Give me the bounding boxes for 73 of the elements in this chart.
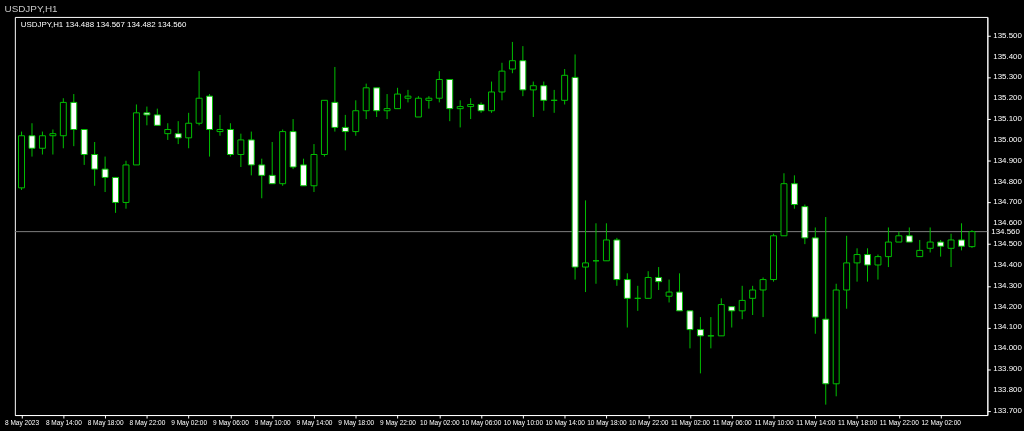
candlestick bbox=[947, 233, 955, 268]
candlestick bbox=[686, 310, 694, 349]
candlestick bbox=[38, 131, 46, 156]
candlestick bbox=[623, 272, 631, 329]
candlestick bbox=[101, 156, 109, 193]
candlestick bbox=[425, 95, 433, 110]
candlestick bbox=[362, 83, 370, 120]
candlestick bbox=[790, 174, 798, 210]
y-tick-label: 134.600 bbox=[993, 218, 1023, 228]
candlestick bbox=[926, 226, 934, 253]
candlestick bbox=[864, 247, 871, 283]
y-tick-label: 135.400 bbox=[993, 51, 1023, 61]
candlestick bbox=[185, 112, 193, 149]
candlestick bbox=[456, 99, 464, 128]
candlestick bbox=[665, 279, 673, 303]
y-tick-label: 134.300 bbox=[993, 280, 1023, 290]
candlestick bbox=[696, 316, 704, 374]
y-tick-label: 134.500 bbox=[993, 239, 1023, 249]
candlestick bbox=[237, 133, 245, 168]
candlestick bbox=[853, 247, 861, 283]
candlestick bbox=[728, 306, 736, 329]
y-tick-label: 135.200 bbox=[993, 93, 1023, 103]
y-tick-label: 133.900 bbox=[993, 364, 1023, 374]
candlestick bbox=[216, 114, 224, 137]
y-tick-label: 133.800 bbox=[993, 385, 1023, 395]
candlestick bbox=[676, 272, 683, 312]
candlestick bbox=[373, 87, 381, 118]
candlestick bbox=[540, 81, 548, 112]
candlestick bbox=[582, 199, 589, 293]
y-tick-label: 135.100 bbox=[993, 114, 1023, 124]
candlestick bbox=[529, 81, 537, 118]
y-tick-label: 134.700 bbox=[993, 197, 1023, 207]
candlestick bbox=[258, 158, 266, 199]
candlestick bbox=[488, 81, 495, 114]
y-tick-label: 134.200 bbox=[993, 301, 1023, 311]
candlestick bbox=[341, 114, 349, 151]
candlestick bbox=[28, 122, 36, 158]
candlestick bbox=[174, 120, 182, 145]
candlestick bbox=[414, 95, 422, 118]
candlestick bbox=[508, 41, 516, 74]
candlestick bbox=[884, 226, 892, 268]
candlestick bbox=[91, 141, 99, 187]
candlestick bbox=[759, 276, 767, 318]
candlestick bbox=[300, 158, 308, 187]
candlestick bbox=[404, 89, 412, 103]
candlestick bbox=[749, 285, 757, 316]
y-tick-label: 134.000 bbox=[993, 343, 1023, 353]
candlestick bbox=[467, 97, 475, 120]
candlestick bbox=[644, 270, 652, 299]
chart-title: USDJPY,H1 bbox=[4, 2, 59, 14]
candlestick bbox=[383, 93, 391, 120]
candlestick bbox=[602, 222, 610, 262]
y-tick-label: 134.800 bbox=[993, 176, 1023, 186]
y-tick-label: 135.500 bbox=[993, 30, 1023, 40]
candlestick bbox=[143, 106, 151, 126]
candlestick bbox=[738, 285, 746, 320]
candlestick bbox=[394, 87, 402, 110]
y-tick-label: 134.400 bbox=[993, 259, 1023, 269]
annotation: USDJPY,H1 134.488 134.567 134.482 134.560 bbox=[20, 19, 187, 29]
y-tick-label: 135.000 bbox=[993, 134, 1023, 144]
candlestick bbox=[958, 222, 965, 251]
candlestick bbox=[352, 99, 360, 137]
y-tick-label: 134.900 bbox=[993, 155, 1023, 165]
y-tick-label: 133.700 bbox=[993, 405, 1023, 415]
ref-line-label: 134.560 bbox=[991, 226, 1021, 236]
candlestick bbox=[268, 141, 276, 185]
candlestick bbox=[498, 62, 506, 101]
candlestick bbox=[874, 254, 882, 281]
candlestick bbox=[655, 266, 663, 291]
candlestick bbox=[435, 70, 443, 103]
candlestick bbox=[49, 128, 57, 156]
y-tick-label: 134.100 bbox=[993, 322, 1023, 332]
y-tick-label: 135.300 bbox=[993, 72, 1023, 82]
